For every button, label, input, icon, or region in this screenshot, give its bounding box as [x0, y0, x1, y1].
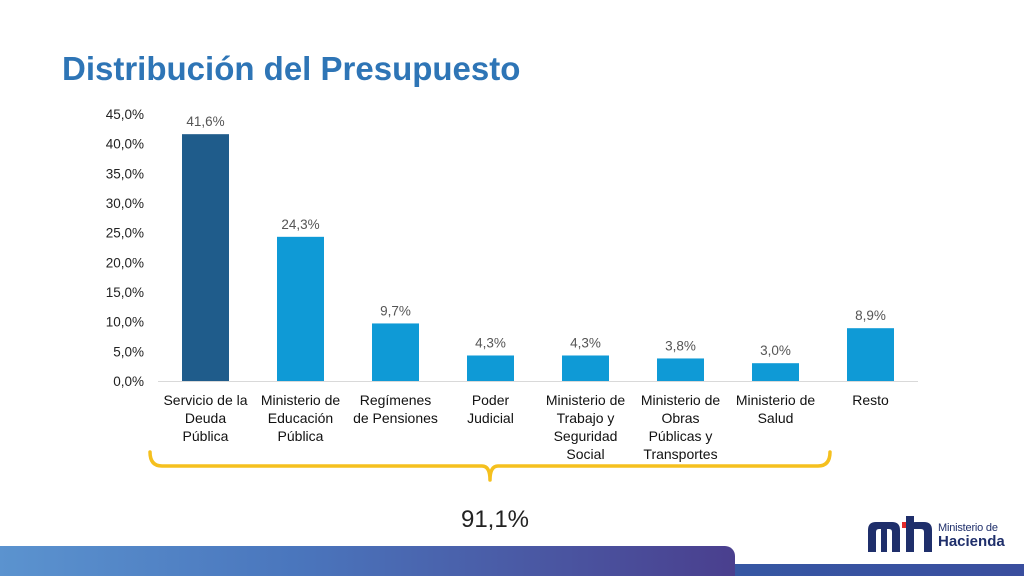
category-label: Regímenes de Pensiones [353, 392, 438, 426]
data-label: 8,9% [855, 308, 886, 323]
data-label: 24,3% [281, 217, 319, 232]
y-tick-label: 5,0% [113, 344, 144, 359]
category-labels: Servicio de la Deuda Pública Ministerio de E… [163, 392, 889, 462]
bar [562, 355, 609, 381]
data-label: 3,8% [665, 338, 696, 353]
bar [372, 323, 419, 381]
data-label: 4,3% [570, 335, 601, 350]
y-tick-label: 20,0% [106, 255, 144, 270]
total-percentage: 91,1% [460, 506, 530, 533]
y-tick-label: 15,0% [106, 285, 144, 300]
bar [657, 358, 704, 381]
category-label: Ministerio de Salud [736, 392, 816, 426]
data-label: 3,0% [760, 343, 791, 358]
bar [752, 363, 799, 381]
logo-text-bottom: Hacienda [938, 533, 1005, 550]
bar-chart: 0,0% 5,0% 10,0% 15,0% 20,0% 25,0% 30,0% 35,0% 40… [106, 107, 918, 482]
category-label: Servicio de la Deuda Pública [163, 392, 247, 444]
page-title: Distribución del Presupuesto [62, 50, 521, 87]
data-label: 4,3% [475, 335, 506, 350]
bar [847, 328, 894, 381]
y-axis: 0,0% 5,0% 10,0% 15,0% 20,0% 25,0% 30,0% 35,0% 40… [106, 107, 144, 389]
category-label: Ministerio de Obras Públicas y Transportes [641, 392, 721, 462]
bar [182, 134, 229, 381]
data-label: 41,6% [186, 114, 224, 129]
bar [467, 355, 514, 381]
logo-text-top: Ministerio de [938, 522, 998, 534]
footer-bar [0, 546, 735, 576]
bracket [148, 450, 832, 482]
y-tick-label: 30,0% [106, 196, 144, 211]
y-tick-label: 45,0% [106, 107, 144, 122]
y-tick-label: 35,0% [106, 166, 144, 181]
category-label: Poder Judicial [467, 392, 514, 426]
y-tick-label: 10,0% [106, 315, 144, 330]
category-label: Ministerio de Trabajo y Seguridad Social [546, 392, 626, 462]
y-tick-label: 25,0% [106, 226, 144, 241]
ministerio-hacienda-logo: Ministerio de Hacienda [866, 510, 1006, 554]
category-label: Ministerio de Educación Pública [261, 392, 341, 444]
y-tick-label: 0,0% [113, 374, 144, 389]
bar [277, 236, 324, 381]
mh-logo-icon [868, 516, 932, 552]
y-tick-label: 40,0% [106, 137, 144, 152]
category-label: Resto [852, 392, 889, 408]
data-label: 9,7% [380, 303, 411, 318]
bars [182, 134, 894, 381]
data-labels: 41,6% 24,3% 9,7% 4,3% 4,3% 3,8% 3,0% 8,9% [186, 114, 886, 358]
